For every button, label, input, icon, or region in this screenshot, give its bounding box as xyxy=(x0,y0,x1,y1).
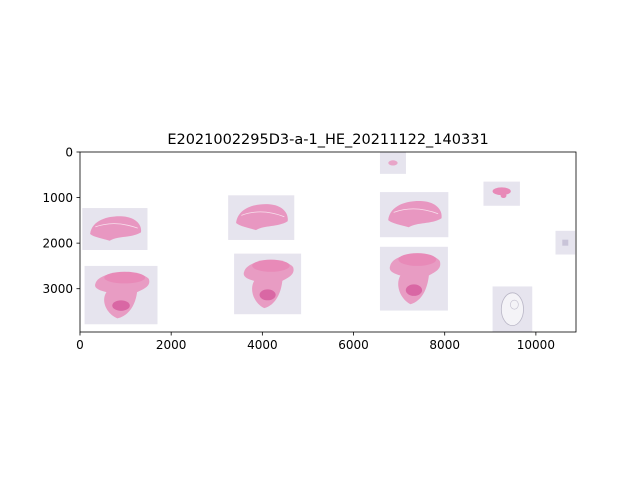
slide-tile xyxy=(82,208,148,250)
tissue-cortex xyxy=(252,259,290,272)
chart-title: E2021002295D3-a-1_HE_20211122_140331 xyxy=(167,132,488,148)
slide-tile xyxy=(379,246,448,311)
tissue-dense-region xyxy=(112,300,130,311)
slide-tile xyxy=(379,152,406,174)
tissue-fragment xyxy=(388,160,398,166)
image-tiles xyxy=(82,152,576,332)
slide-tile xyxy=(379,192,449,238)
tissue-section xyxy=(95,272,150,319)
slide-tile xyxy=(84,265,158,325)
plot-frame xyxy=(79,151,577,333)
tissue-fragment xyxy=(500,193,507,199)
tissue-outline xyxy=(500,292,524,327)
tissue-section xyxy=(236,204,288,231)
y-tick-label: 1000 xyxy=(42,191,73,205)
slide-tile xyxy=(228,195,295,240)
x-tick-label: 10000 xyxy=(517,338,555,352)
x-tick-label: 6000 xyxy=(338,338,369,352)
tissue-fold xyxy=(393,208,439,215)
slide-tile xyxy=(234,253,302,315)
slide-tile xyxy=(555,230,576,255)
x-tick-label: 0 xyxy=(76,338,84,352)
y-axis: 0 1000 2000 3000 xyxy=(42,146,80,296)
tissue-dense-region xyxy=(259,289,276,301)
tissue-fold xyxy=(95,223,138,229)
tissue-cortex xyxy=(398,253,437,266)
x-tick-label: 2000 xyxy=(156,338,187,352)
x-tick-label: 8000 xyxy=(429,338,460,352)
tissue-fragment xyxy=(562,239,569,246)
tissue-section xyxy=(388,200,442,228)
tissue-fold xyxy=(241,211,285,218)
x-axis: 0 2000 4000 6000 8000 10000 xyxy=(76,332,555,352)
tissue-outline xyxy=(510,299,519,310)
tissue-dense-region xyxy=(405,284,423,296)
x-tick-label: 4000 xyxy=(247,338,278,352)
tissue-section xyxy=(389,253,441,305)
tissue-fragment xyxy=(492,187,511,196)
y-tick-label: 0 xyxy=(65,146,73,160)
tissue-cortex xyxy=(104,271,146,284)
tissue-section xyxy=(90,216,142,241)
y-tick-label: 3000 xyxy=(42,282,73,296)
y-tick-label: 2000 xyxy=(42,237,73,251)
tissue-section xyxy=(243,260,294,309)
slide-tile xyxy=(492,286,533,332)
slide-tile xyxy=(483,181,520,206)
